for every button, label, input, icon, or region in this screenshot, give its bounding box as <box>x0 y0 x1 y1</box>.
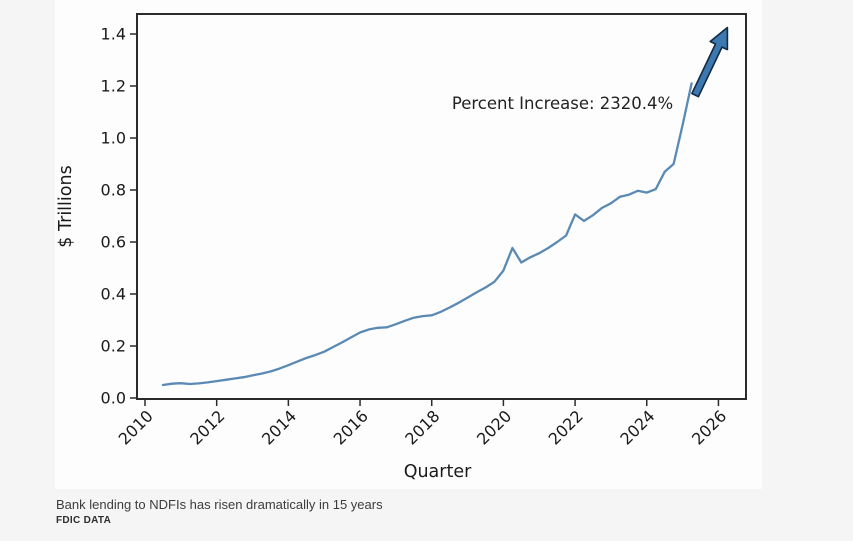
x-tick-label: 2018 <box>401 406 443 448</box>
x-tick-label: 2014 <box>258 406 300 448</box>
y-tick-label: 0.6 <box>101 233 126 252</box>
x-tick-label: 2026 <box>688 406 730 448</box>
y-axis-label: $ Trillions <box>56 165 76 247</box>
chart-caption: Bank lending to NDFIs has risen dramatic… <box>56 496 756 526</box>
lending-line-series <box>161 82 693 387</box>
y-tick-label: 0.0 <box>101 389 126 408</box>
x-tick-label: 2024 <box>616 406 658 448</box>
y-tick-label: 0.8 <box>101 181 126 200</box>
y-tick-label: 1.2 <box>101 77 126 96</box>
x-tick-label: 2016 <box>330 406 372 448</box>
x-axis: 2010 2012 2014 2016 2018 2020 2022 2024 2026 <box>115 399 730 449</box>
y-tick-label: 0.2 <box>101 337 126 356</box>
y-axis: 0.0 0.2 0.4 0.6 0.8 1.0 1.2 1.4 <box>101 25 137 408</box>
chart-figure <box>55 0 762 489</box>
y-tick-label: 1.4 <box>101 25 126 44</box>
y-tick-label: 1.0 <box>101 129 126 148</box>
y-tick-label: 0.4 <box>101 285 126 304</box>
upward-trend-arrow-icon <box>691 26 729 98</box>
percent-increase-annotation: Percent Increase: 2320.4% <box>452 94 673 113</box>
x-tick-label: 2010 <box>115 406 157 448</box>
x-tick-label: 2020 <box>473 406 515 448</box>
source-label: FDIC DATA <box>56 515 112 526</box>
x-axis-label: Quarter <box>404 462 472 482</box>
x-tick-label: 2012 <box>186 406 228 448</box>
plot-frame <box>136 13 747 400</box>
x-tick-label: 2022 <box>545 406 587 448</box>
caption-text: Bank lending to NDFIs has risen dramatic… <box>56 497 383 512</box>
